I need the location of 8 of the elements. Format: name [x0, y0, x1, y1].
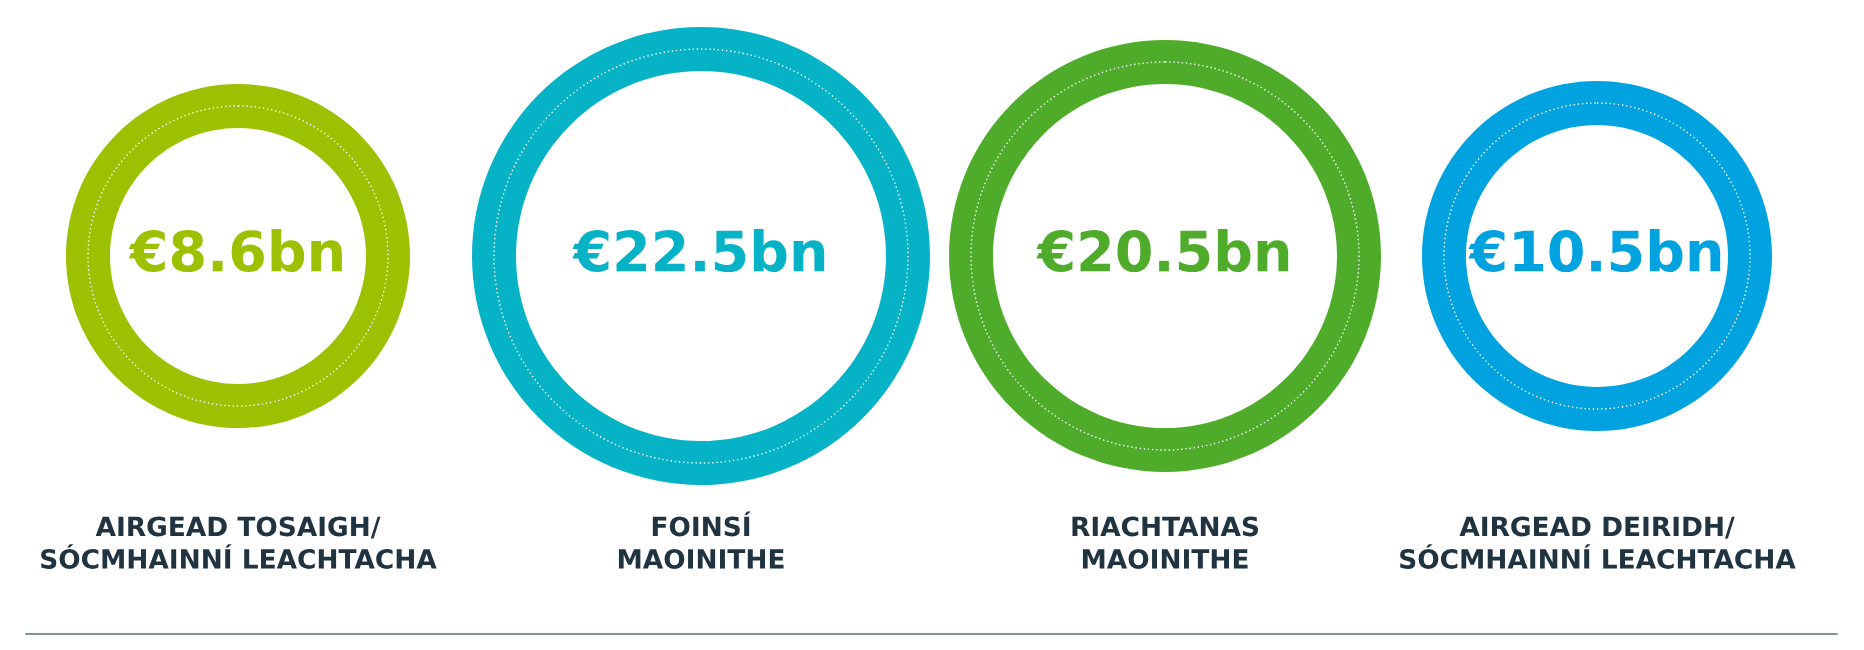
category-label: AIRGEAD TOSAIGH/ SÓCMHAINNÍ LEACHTACHA	[41, 516, 437, 569]
category-label: FOINSÍ MAOINITHE	[618, 511, 784, 569]
category-label: RIACHTANAS MAOINITHE	[1072, 516, 1259, 569]
data-label: €8.6bn	[128, 229, 342, 273]
category-label: AIRGEAD DEIRIDH/ SÓCMHAINNÍ LEACHTACHA	[1400, 516, 1796, 569]
data-label: €20.5bn	[1036, 229, 1289, 273]
data-label: €22.5bn	[572, 229, 825, 273]
data-label: €10.5bn	[1468, 229, 1721, 273]
